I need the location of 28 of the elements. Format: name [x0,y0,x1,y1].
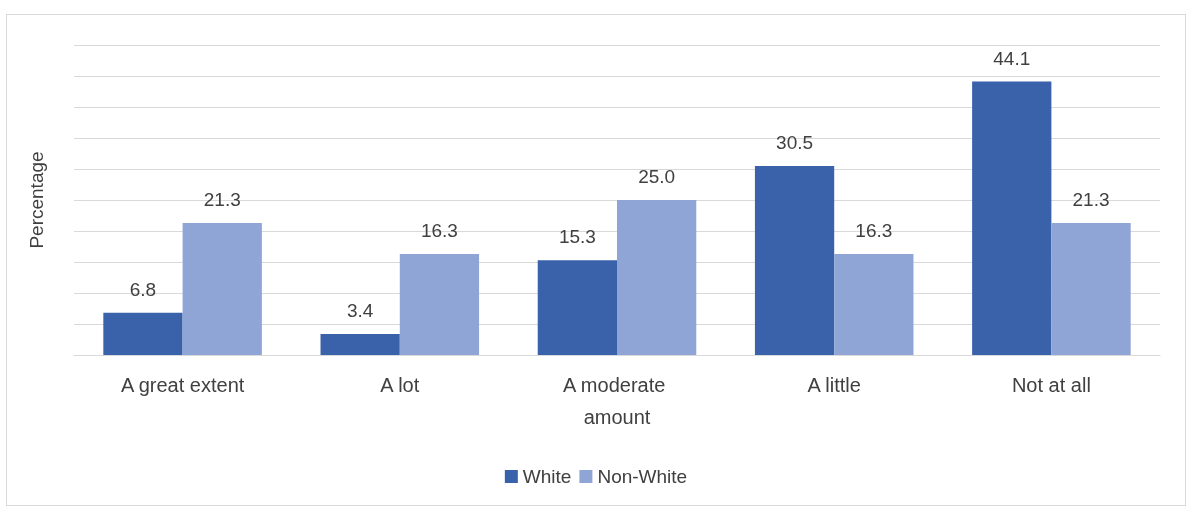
x-tick-label: A lot [380,374,420,396]
data-label: 6.8 [129,278,157,300]
bar [320,333,400,355]
bar [617,200,697,355]
data-label: 16.3 [420,219,458,241]
data-label: 44.1 [993,47,1031,69]
bar [103,312,183,355]
data-label: 30.5 [776,131,814,153]
data-label: 21.3 [1072,188,1110,210]
data-label: 3.4 [346,299,374,321]
bar [972,81,1052,355]
legend-label: White [522,466,572,487]
x-tick-label: Not at all [1011,374,1091,396]
bar [1051,222,1131,355]
bar [754,165,835,355]
bar [182,222,262,355]
x-tick-label: A great extent [120,374,245,396]
bar [834,253,914,355]
legend-label: Non-White [597,466,688,487]
y-axis-title: Percentage [26,151,47,249]
data-label: 21.3 [203,188,241,210]
x-tick-label: A little [807,374,861,396]
x-tick-label: A moderate amount [563,374,671,428]
data-label: 25.0 [638,166,676,187]
bar [537,260,617,355]
bar [399,253,480,355]
data-label: 16.3 [855,219,893,241]
data-label: 15.3 [558,226,596,248]
